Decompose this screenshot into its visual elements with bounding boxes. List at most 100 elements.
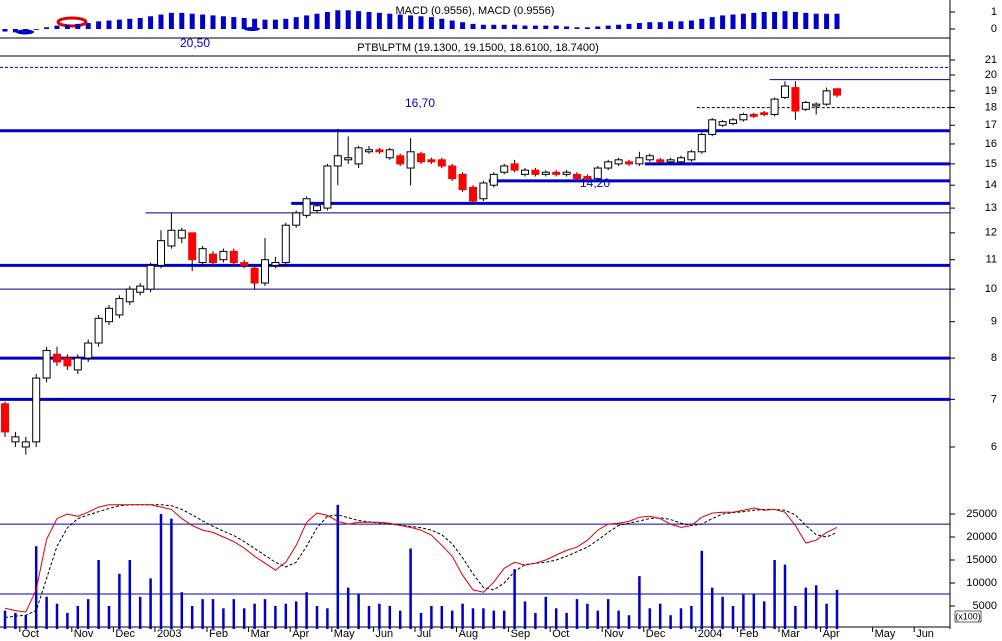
bar	[137, 17, 143, 29]
bar	[523, 601, 527, 629]
bar	[512, 24, 518, 29]
candle-body	[583, 176, 592, 180]
candle-body	[437, 159, 446, 167]
candle-body	[562, 171, 571, 175]
y-tick-label: 10000	[966, 577, 997, 589]
x-tick-label: Apr	[292, 628, 309, 640]
candle-body	[42, 349, 51, 379]
candle-body	[115, 298, 124, 316]
y-tick-label: 14	[985, 179, 997, 191]
bar	[211, 599, 215, 629]
bar	[761, 12, 767, 29]
bar	[201, 599, 204, 629]
bar	[304, 15, 310, 29]
bar	[439, 18, 445, 29]
bar	[605, 25, 611, 29]
y-tick-label: 10	[985, 283, 997, 295]
bar	[408, 15, 414, 29]
candle-body	[229, 250, 238, 264]
bar	[709, 17, 715, 29]
x-tick-label: Jun	[375, 628, 393, 640]
bar	[3, 610, 7, 629]
candle-body	[625, 161, 633, 165]
candle-body	[552, 171, 561, 175]
x-tick-label: Mar	[251, 628, 270, 640]
bar	[75, 23, 81, 29]
bar	[366, 12, 372, 29]
candle-body	[240, 262, 249, 266]
y-tick-label: 9	[991, 316, 997, 328]
bar	[76, 606, 80, 629]
bar	[574, 27, 580, 29]
bar	[813, 13, 819, 29]
bar	[398, 610, 402, 629]
bar	[418, 16, 424, 29]
bar	[97, 560, 100, 629]
candle-body	[677, 157, 685, 163]
bar	[584, 27, 590, 29]
bar	[482, 608, 485, 629]
bar	[314, 13, 320, 29]
candle-body	[198, 248, 207, 264]
candle-body	[635, 157, 644, 165]
bar	[782, 11, 788, 29]
bar	[699, 18, 705, 29]
candle-body	[708, 119, 717, 135]
y-tick-label: 19	[985, 85, 997, 97]
candle-body	[687, 151, 696, 161]
candle-body	[656, 159, 665, 163]
candle-body	[739, 114, 748, 121]
x-tick-label: Aug	[459, 628, 479, 640]
bar	[335, 10, 341, 29]
candle-body	[105, 307, 113, 323]
bar	[44, 27, 50, 29]
y-tick-label: 7	[991, 393, 997, 405]
bar	[222, 608, 225, 629]
bar	[220, 16, 226, 29]
bar	[617, 610, 620, 629]
candle-body	[604, 161, 613, 169]
candle-body	[760, 112, 769, 116]
candle-body	[167, 229, 176, 247]
bar	[461, 603, 464, 629]
bar	[803, 12, 809, 30]
bar	[554, 608, 558, 629]
y-tick-label: 11	[986, 254, 997, 266]
y-tick-label: 13	[985, 202, 997, 214]
bar	[85, 23, 91, 29]
bar	[626, 23, 632, 29]
oscillator-line	[4, 504, 838, 613]
bar	[252, 18, 258, 29]
x-tick-label: Nov	[74, 628, 94, 640]
bar	[376, 12, 382, 30]
candle-body	[313, 205, 321, 211]
bar	[284, 603, 288, 629]
bar	[596, 610, 600, 629]
bar	[688, 20, 694, 29]
candle-body	[833, 88, 841, 96]
bar	[54, 25, 60, 29]
bar	[55, 603, 59, 629]
signal-marker	[56, 16, 88, 28]
bar	[814, 585, 818, 629]
bar	[116, 19, 122, 29]
bar	[565, 612, 568, 629]
y-tick-label: 12	[985, 227, 997, 239]
bar	[731, 606, 735, 629]
bar	[492, 610, 496, 629]
bar	[783, 564, 787, 629]
bar	[397, 14, 403, 29]
y-tick-label: 25000	[966, 508, 997, 520]
bar	[189, 13, 195, 29]
candle-body	[573, 173, 581, 180]
bar	[346, 587, 350, 629]
bar	[12, 29, 18, 33]
bar	[460, 22, 466, 29]
bar	[678, 21, 684, 29]
y-tick-label: 15000	[966, 554, 997, 566]
bar	[326, 608, 329, 629]
bar	[127, 18, 133, 29]
candle-body	[396, 155, 405, 165]
bar	[272, 19, 278, 29]
x-tick-label: May	[875, 628, 896, 640]
